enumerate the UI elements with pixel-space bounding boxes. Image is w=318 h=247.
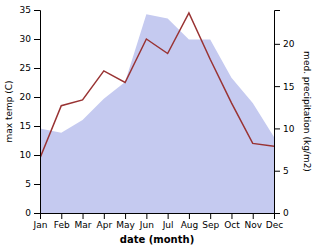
y-axis: 0 5 10 15 20 25 30 35 [20, 5, 41, 218]
x-tick-mark [146, 213, 147, 219]
y-axis-title: max temp (C) [4, 80, 14, 142]
x-tick: Mar [75, 213, 92, 230]
y2-tick-label: 5 [283, 166, 289, 176]
y2-tick-mark [274, 171, 280, 172]
x-tick-mark [125, 213, 126, 219]
y-tick-label: 30 [20, 34, 32, 44]
x-axis: Jan Feb Mar AprMay Jun Jul AugSep Oct Nov Dec [33, 213, 284, 230]
y-tick: 35 [20, 5, 40, 15]
x-tick-mark [189, 213, 190, 219]
y2-axis-title: med. precipitation (kg/m2) [302, 51, 312, 172]
x-tick-mark [104, 213, 105, 219]
x-tick: Feb [54, 213, 70, 230]
chart: JanFebMarAprMayJunJulAugSepOctNovDec0510… [0, 0, 318, 247]
x-tick: Jul [162, 213, 174, 230]
y-tick-mark [34, 39, 40, 40]
x-tick: Sep [202, 213, 219, 230]
y-tick: 15 [20, 121, 40, 131]
y-tick-label: 25 [20, 63, 31, 73]
x-tick-mark [83, 213, 84, 219]
x-tick: Nov [244, 213, 262, 230]
y-tick-mark [34, 68, 40, 69]
y-tick-mark [34, 97, 40, 98]
x-tick-mark [231, 213, 232, 219]
x-axis-title: date (month) [120, 234, 194, 245]
y2-tick-label: 10 [283, 124, 295, 134]
x-tick-label: Apr [97, 220, 113, 230]
y2-tick-mark [274, 128, 280, 129]
y-tick: 25 [20, 63, 40, 73]
y-tick-label: 5 [25, 179, 31, 189]
area [40, 14, 274, 213]
y2-tick-label: 15 [283, 82, 294, 92]
x-tick: Jun [139, 213, 154, 230]
x-tick: Jan [33, 213, 48, 230]
y2-tick: 10 [274, 124, 295, 134]
y-tick-label: 10 [20, 150, 32, 160]
line [40, 13, 274, 158]
y-tick: 20 [20, 92, 40, 102]
y2-tick-label: 20 [283, 39, 295, 49]
x-tick-label: May [116, 220, 135, 230]
y-tick-mark [34, 155, 40, 156]
x-tick: Aug [181, 213, 199, 230]
y2-tick: 0 [274, 208, 289, 218]
x-tick-mark [210, 213, 211, 219]
y-tick-label: 20 [20, 92, 32, 102]
y-tick-mark [34, 184, 40, 185]
y2-axis: 0 5 10 15 20 [274, 11, 295, 219]
x-tick-label: Dec [266, 220, 283, 230]
x-tick: May [116, 213, 135, 230]
x-tick-mark [168, 213, 169, 219]
y2-tick-label: 0 [283, 208, 289, 218]
x-tick-mark [61, 213, 62, 219]
y2-tick-mark [274, 44, 280, 45]
y2-axis-line [275, 11, 281, 214]
x-tick-label: Jun [139, 220, 154, 230]
x-tick-label: Feb [54, 220, 70, 230]
y2-tick: 5 [274, 166, 289, 176]
x-axis-line [41, 214, 275, 220]
y-tick: 5 [25, 179, 40, 189]
x-tick-label: Jan [33, 220, 48, 230]
x-tick: Dec [266, 213, 283, 230]
y-axis-line [34, 11, 41, 214]
x-tick-label: Mar [75, 220, 92, 230]
y2-tick: 20 [274, 39, 295, 49]
y-tick-label: 0 [25, 208, 31, 218]
x-tick-label: Nov [244, 220, 262, 230]
y2-tick-mark [274, 86, 280, 87]
y2-tick-mark [274, 213, 280, 214]
x-tick-label: Sep [202, 220, 219, 230]
plot: JanFebMarAprMayJunJulAugSepOctNovDec0510… [4, 5, 312, 245]
x-tick-label: Jul [162, 220, 174, 230]
y-tick-label: 15 [20, 121, 31, 131]
y-tick-mark [34, 126, 40, 127]
y-tick-label: 35 [20, 5, 31, 15]
x-tick: Apr [97, 213, 113, 230]
y-tick: 30 [20, 34, 40, 44]
marks [40, 13, 274, 213]
x-tick-mark [253, 213, 254, 219]
x-tick: Oct [224, 213, 240, 230]
y2-tick: 15 [274, 82, 294, 92]
y-tick-mark [34, 10, 40, 11]
y-tick: 0 [25, 208, 40, 218]
x-tick-label: Oct [224, 220, 240, 230]
y-tick-mark [34, 213, 40, 214]
x-tick-label: Aug [181, 220, 199, 230]
y-tick: 10 [20, 150, 40, 160]
